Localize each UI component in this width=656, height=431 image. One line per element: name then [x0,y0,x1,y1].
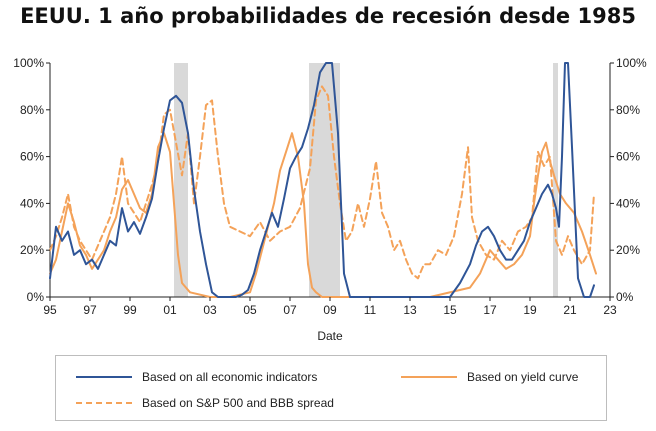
legend-swatch-yield-curve [401,376,457,378]
series-line-sp500-bbb [49,85,595,280]
chart-title: EEUU. 1 año probabilidades de recesión d… [20,4,636,28]
legend-label-sp500-bbb: Based on S&P 500 and BBB spread [142,396,334,410]
y-left-tick-label: 80% [20,103,44,117]
y-right-tick-label: 80% [616,103,640,117]
legend-label-yield-curve: Based on yield curve [467,370,579,384]
x-tick-label: 15 [443,303,457,317]
ticks-layer: 95 97 99 01 03 05 07 09 11 13 15 17 19 21 230% 0%20% 20%… [13,56,647,317]
y-right-tick-label: 20% [616,243,640,257]
y-right-tick-label: 40% [616,196,640,210]
y-right-tick-label: 100% [616,56,647,70]
legend-label-all-indicators: Based on all economic indicators [142,370,318,384]
y-left-tick-label: 20% [20,243,44,257]
x-tick-label: 07 [283,303,297,317]
x-tick-label: 21 [563,303,577,317]
legend-item-sp500-bbb: Based on S&P 500 and BBB spread [76,395,334,411]
legend-swatch-sp500-bbb [76,402,132,404]
x-tick-label: 11 [364,303,377,317]
y-left-tick-label: 40% [20,196,44,210]
y-left-tick-label: 0% [27,290,45,304]
legend-item-yield-curve: Based on yield curve [401,369,578,385]
x-tick-label: 97 [83,303,97,317]
series-line-yield-curve [49,132,597,298]
series-layer [49,62,597,298]
x-tick-label: 13 [403,303,417,317]
legend-item-all-indicators: Based on all economic indicators [76,369,317,385]
x-tick-label: 09 [323,303,337,317]
series-line-all-indicators [49,62,595,298]
x-tick-label: 17 [483,303,497,317]
x-tick-label: 05 [243,303,257,317]
x-tick-label: 23 [603,303,617,317]
x-tick-label: 99 [123,303,137,317]
x-tick-label: 19 [523,303,537,317]
recession-band-1 [174,63,188,297]
x-axis-title: Date [317,329,343,343]
legend-swatch-all-indicators [76,376,132,378]
y-left-tick-label: 100% [13,56,44,70]
x-tick-label: 01 [163,303,177,317]
y-left-tick-label: 60% [20,150,44,164]
legend: Based on all economic indicators Based o… [55,355,607,421]
x-tick-label: 03 [203,303,217,317]
y-right-tick-label: 0% [616,290,634,304]
y-right-tick-label: 60% [616,150,640,164]
x-tick-label: 95 [43,303,57,317]
